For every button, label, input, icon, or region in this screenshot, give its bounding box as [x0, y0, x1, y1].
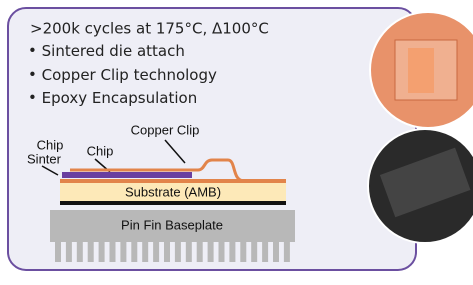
pin: [197, 242, 203, 262]
pin: [251, 242, 257, 262]
pin: [120, 242, 126, 262]
pin: [153, 242, 159, 262]
label: Chip: [37, 137, 64, 152]
pin: [110, 242, 116, 262]
pin: [175, 242, 181, 262]
label: Sinter: [27, 151, 62, 166]
baseplate-label: Pin Fin Baseplate: [121, 217, 223, 232]
bullet: • Epoxy Encapsulation: [28, 89, 197, 107]
pin: [88, 242, 94, 262]
pin: [273, 242, 279, 262]
label: Copper Clip: [131, 122, 200, 137]
pin: [208, 242, 214, 262]
pin: [77, 242, 83, 262]
label: Chip: [87, 143, 114, 158]
pin: [99, 242, 105, 262]
bullet: • Copper Clip technology: [28, 66, 217, 84]
pin: [186, 242, 192, 262]
pin: [240, 242, 246, 262]
chip: [62, 172, 192, 178]
photo-detail: [408, 48, 434, 93]
pin: [262, 242, 268, 262]
pin: [131, 242, 137, 262]
bullet-text: Epoxy Encapsulation: [42, 89, 198, 107]
pin: [219, 242, 225, 262]
bullet-text: Copper Clip technology: [42, 66, 217, 84]
pin: [142, 242, 148, 262]
pin: [284, 242, 290, 262]
slide: >200k cycles at 175°C, Δ100°C • Sintered…: [0, 0, 473, 281]
pin: [66, 242, 72, 262]
substrate-label: Substrate (AMB): [125, 184, 221, 199]
solder: [60, 201, 286, 205]
bullet-text: Sintered die attach: [42, 42, 185, 60]
pin: [55, 242, 61, 262]
copper-layer: [60, 179, 286, 183]
pin: [229, 242, 235, 262]
pin: [164, 242, 170, 262]
header: >200k cycles at 175°C, Δ100°C: [30, 20, 269, 38]
bullet: • Sintered die attach: [28, 42, 185, 60]
